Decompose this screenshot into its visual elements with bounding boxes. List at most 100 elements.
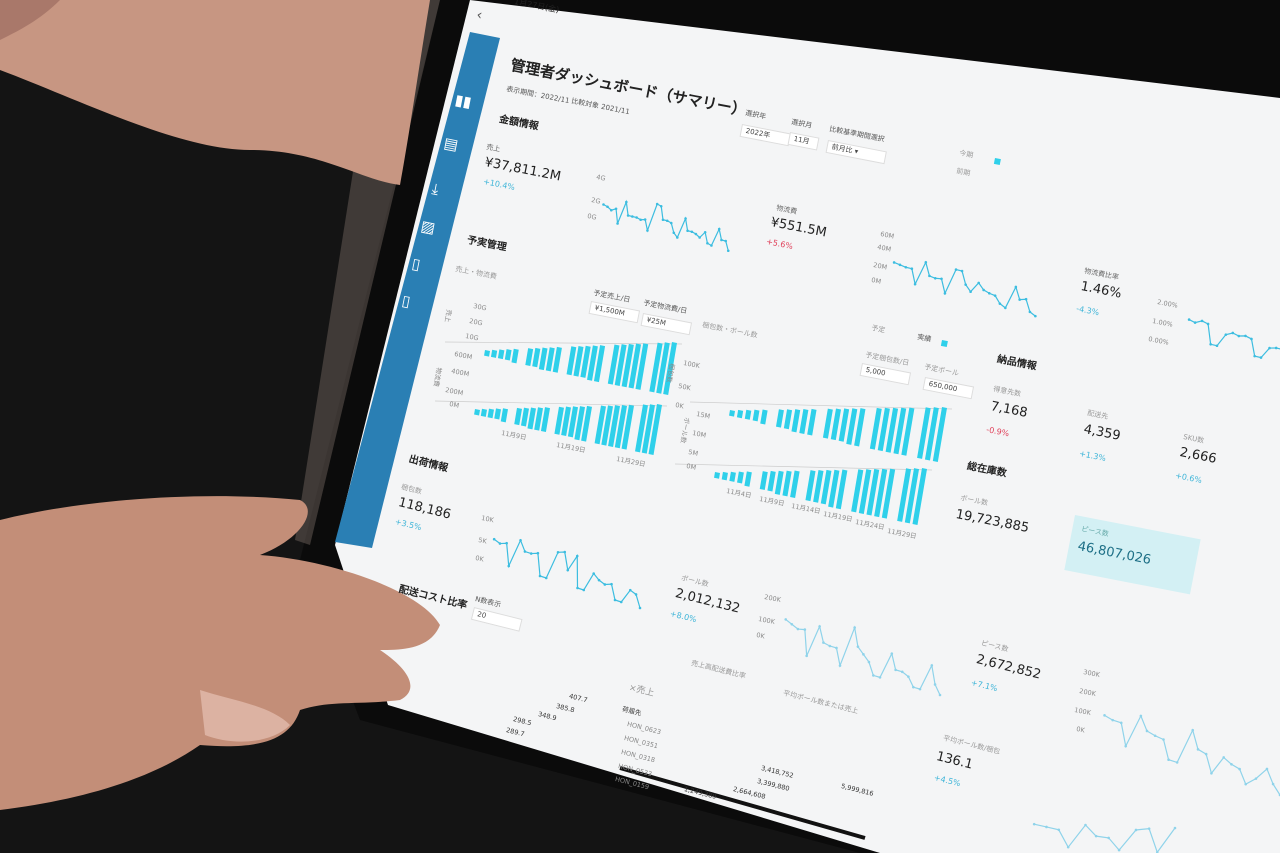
balls-sparkline-point	[796, 627, 800, 631]
sales-sparkline-point	[710, 244, 713, 247]
packs-actual-bar	[869, 407, 882, 450]
packs-actual-baseline	[689, 401, 953, 410]
ratio-sparkline-point	[1244, 334, 1247, 338]
packs-sparkline-point	[610, 582, 613, 586]
packs-actual-bar	[729, 410, 735, 417]
cost-actual-bar	[621, 404, 634, 450]
logistics-sparkline-point	[1024, 297, 1028, 301]
sales-sparkline-point	[669, 221, 673, 225]
balls-sparkline-point	[918, 687, 922, 691]
pieces-sparkline-point	[1265, 767, 1269, 771]
sales-sparkline-point	[686, 229, 689, 233]
avg-sparkline-point	[1045, 825, 1048, 829]
pieces-sparkline-point	[1238, 767, 1241, 771]
sales-actual-bar	[593, 345, 606, 383]
sales-sparkline-point	[639, 218, 642, 222]
avg-sparkline-point	[1107, 836, 1110, 840]
logistics-sparkline-point	[1004, 306, 1007, 310]
balls-actual-bar	[820, 469, 832, 505]
sales-actual-bar	[573, 346, 584, 377]
logistics-sparkline-point	[928, 274, 931, 278]
packs-actual-bar	[838, 408, 850, 442]
compare-period-value: 前月比	[831, 142, 854, 155]
sales-sparkline-point	[665, 219, 669, 223]
balls-actual-bar	[858, 469, 872, 514]
sales-actual-bar	[538, 347, 548, 371]
ratio-sparkline-point	[1193, 321, 1197, 324]
packs-actual-bar	[877, 407, 890, 452]
ratio-sparkline-point	[1259, 356, 1263, 359]
sales-sparkline-point	[626, 214, 630, 217]
ratio-sparkline-point	[1224, 333, 1228, 336]
logistics-sparkline-point	[982, 288, 985, 292]
packs-sparkline-point	[492, 537, 496, 541]
cost-actual-baseline	[434, 400, 668, 407]
sales-actual-bar	[621, 343, 634, 388]
balls-sparkline-point	[938, 693, 942, 697]
logistics-sparkline-point	[964, 283, 967, 286]
balls-sparkline-point	[853, 626, 856, 629]
balls-sparkline-point	[822, 641, 825, 644]
logistics-sparkline	[893, 260, 1036, 317]
balls-sparkline-point	[828, 644, 832, 648]
packs-sparkline	[493, 538, 641, 609]
cost-actual-bar	[514, 407, 522, 426]
packs-sparkline-point	[603, 583, 607, 586]
pieces-sparkline-point	[1271, 782, 1275, 786]
logistics-sparkline-point	[924, 260, 928, 264]
balls-actual-bar	[881, 468, 896, 519]
sales-sparkline-point	[724, 239, 728, 243]
ratio-sparkline-point	[1209, 342, 1212, 346]
sales-actual-bar	[504, 349, 512, 361]
balls-sparkline-point	[900, 670, 904, 674]
cost-actual-bar	[608, 405, 620, 447]
sales-actual-bar	[552, 346, 562, 373]
ratio-sparkline-point	[1250, 337, 1253, 341]
pieces-sparkline	[1104, 714, 1280, 796]
axis-tick: 2G	[590, 196, 602, 206]
avg-sparkline-point	[1147, 827, 1151, 830]
cost-actual-bar	[520, 407, 529, 427]
balls-sparkline-point	[803, 628, 807, 631]
sales-sparkline-point	[690, 230, 694, 234]
axis-tick: 0K	[1075, 725, 1086, 735]
sales-sparkline-point	[606, 205, 609, 209]
packs-sparkline-point	[538, 574, 542, 578]
avg-sparkline-point	[1032, 822, 1036, 826]
balls-actual-bar	[744, 471, 752, 487]
pieces-sparkline-point	[1162, 738, 1165, 741]
sales-actual-bar	[545, 347, 555, 372]
pieces-sparkline-point	[1222, 756, 1226, 759]
legend-actual-swatch	[940, 340, 948, 348]
packs-sparkline-point	[519, 539, 522, 542]
ratio-sparkline-point	[1215, 344, 1219, 348]
ratio-sparkline-point	[1253, 354, 1256, 358]
logistics-sparkline-point	[1034, 314, 1037, 318]
packs-actual-bar	[752, 409, 760, 422]
cost-actual-bar	[574, 406, 585, 441]
sales-sparkline-point	[643, 218, 647, 221]
balls-actual-bar	[759, 471, 768, 490]
logistics-sparkline-point	[1018, 298, 1021, 301]
sales-sparkline-point	[614, 207, 618, 211]
logistics-sparkline-point	[998, 302, 1002, 305]
packs-sparkline-point	[556, 551, 560, 554]
cost-actual-bar	[561, 406, 571, 437]
cost-actual-bar	[567, 406, 578, 438]
axis-tick: 4G	[595, 173, 607, 183]
balls-sparkline-point	[818, 625, 821, 628]
packs-sparkline-point	[507, 564, 511, 568]
ratio-sparkline-point	[1200, 319, 1204, 323]
balls-actual-bar	[714, 472, 720, 479]
logistics-sparkline-point	[969, 290, 972, 293]
balls-actual-bar	[729, 471, 736, 482]
axis-tick: 0M	[448, 400, 460, 410]
balls-sparkline-point	[838, 664, 842, 667]
sales-sparkline-point	[625, 200, 628, 204]
sales-actual-bar	[628, 343, 642, 389]
packs-sparkline-point	[529, 552, 533, 555]
cost-actual-bar	[635, 404, 648, 453]
bar-chart-icon[interactable]: ▮▮	[453, 90, 474, 112]
logistics-sparkline-point	[940, 277, 943, 281]
